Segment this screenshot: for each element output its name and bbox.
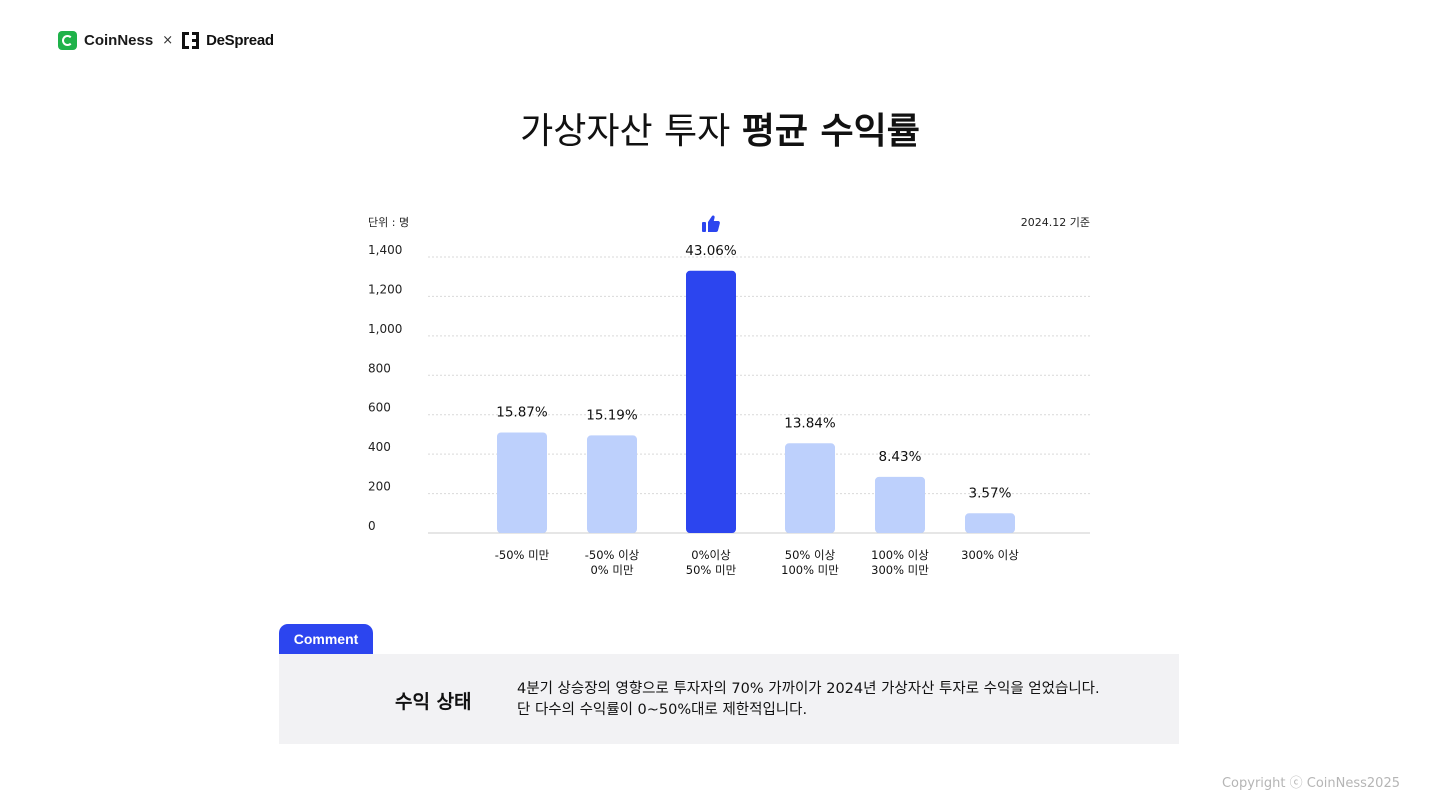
y-tick-label: 0 [368, 519, 376, 533]
x-tick-label: -50% 미만 [495, 548, 550, 562]
comment-line: 4분기 상승장의 영향으로 투자자의 70% 가까이가 2024년 가상자산 투… [517, 681, 1100, 697]
x-tick-label: 300% 이상 [961, 548, 1019, 562]
y-tick-label: 1,400 [368, 243, 402, 257]
logo-separator: × [162, 33, 174, 48]
data-label: 3.57% [969, 485, 1012, 501]
bar [875, 476, 925, 533]
page-title: 가상자산 투자 평균 수익률 [0, 102, 1440, 154]
bar [587, 435, 637, 533]
coinness-logo-icon [58, 31, 77, 50]
bar [497, 432, 547, 533]
unit-label: 단위 : 명 [368, 216, 409, 229]
y-tick-label: 1,200 [368, 282, 402, 296]
page-title-bold: 평균 수익률 [741, 111, 920, 152]
data-label: 13.84% [784, 415, 836, 431]
y-tick-label: 600 [368, 401, 391, 415]
x-tick-label: 50% 미만 [686, 563, 737, 577]
copyright-text: Copyright ⓒ CoinNess2025 [1221, 776, 1400, 791]
comment-text: 4분기 상승장의 영향으로 투자자의 70% 가까이가 2024년 가상자산 투… [517, 679, 1100, 721]
y-tick-label: 200 [368, 480, 391, 494]
y-tick-label: 400 [368, 440, 391, 454]
coinness-logo-text: CoinNess [84, 32, 154, 49]
data-label: 15.87% [496, 404, 548, 420]
comment-line: 단 다수의 수익률이 0~50%대로 제한적입니다. [517, 702, 808, 718]
x-tick-label: 0%이상 [691, 548, 731, 562]
data-label: 8.43% [879, 449, 922, 465]
bar [686, 270, 736, 533]
comment-box: 수익 상태 4분기 상승장의 영향으로 투자자의 70% 가까이가 2024년 … [279, 654, 1179, 744]
despread-logo-text: DeSpread [206, 32, 274, 49]
x-tick-label: 300% 미만 [871, 563, 929, 577]
comment-tab: Comment [279, 624, 373, 654]
comment-label: 수익 상태 [395, 691, 472, 713]
date-note: 2024.12 기준 [1021, 216, 1090, 229]
logo-group: CoinNess × DeSpread [58, 31, 274, 50]
data-label: 15.19% [586, 407, 638, 423]
x-tick-label: -50% 이상 [585, 548, 640, 562]
bar [965, 513, 1015, 533]
x-tick-label: 0% 미만 [590, 563, 633, 577]
y-tick-label: 800 [368, 361, 391, 375]
bar [785, 443, 835, 533]
data-label: 43.06% [685, 243, 737, 259]
x-tick-label: 50% 이상 [785, 548, 836, 562]
bar-chart: 단위 : 명 2024.12 기준 0 200 400 600 800 1,000 1,200 1… [368, 215, 1090, 577]
page-title-regular: 가상자산 투자 [520, 111, 731, 152]
y-tick-label: 1,000 [368, 322, 402, 336]
thumbs-up-icon [702, 215, 720, 232]
x-tick-label: 100% 이상 [871, 548, 929, 562]
despread-logo-icon [182, 32, 200, 49]
x-tick-label: 100% 미만 [781, 563, 839, 577]
